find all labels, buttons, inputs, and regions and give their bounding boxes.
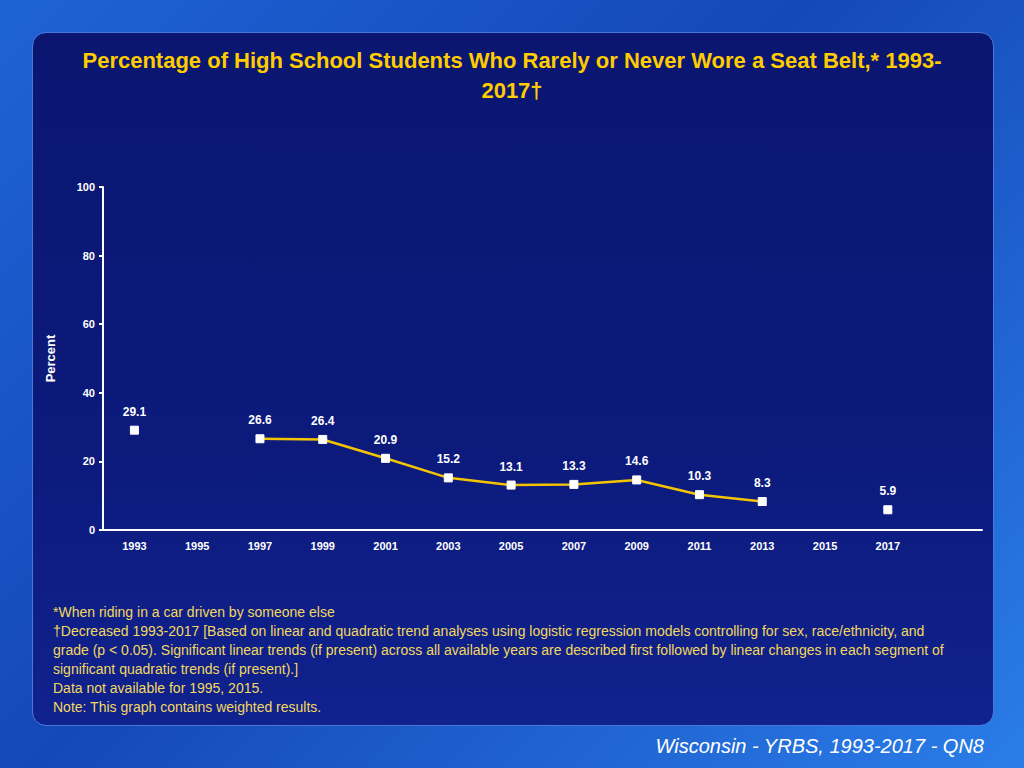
svg-text:15.2: 15.2 <box>437 452 461 466</box>
svg-text:2003: 2003 <box>436 540 460 552</box>
svg-text:20.9: 20.9 <box>374 433 398 447</box>
html-text:Wisconsin - YRBS, 1993-2017 -: Wisconsin - YRBS, 1993-2017 - QN8 <box>655 735 984 757</box>
svg-text:1997: 1997 <box>248 540 272 552</box>
svg-text:10.3: 10.3 <box>688 469 712 483</box>
svg-text:100: 100 <box>77 181 95 193</box>
svg-text:5.9: 5.9 <box>879 484 896 498</box>
svg-text:2001: 2001 <box>373 540 397 552</box>
svg-text:2017: 2017 <box>876 540 900 552</box>
svg-text:13.1: 13.1 <box>499 460 523 474</box>
svg-text:1993: 1993 <box>122 540 146 552</box>
svg-text:26.4: 26.4 <box>311 414 335 428</box>
svg-text:2009: 2009 <box>624 540 648 552</box>
svg-text:14.6: 14.6 <box>625 454 649 468</box>
svg-text:2013: 2013 <box>750 540 774 552</box>
svg-text:26.6: 26.6 <box>248 413 272 427</box>
html-text:†Decreased 1993-2017 [Based on: †Decreased 1993-2017 [Based on linear an… <box>53 623 944 677</box>
svg-text:1999: 1999 <box>311 540 335 552</box>
html-text:Percentage of High School Stud: Percentage of High School Students Who R… <box>82 48 942 103</box>
svg-text:2015: 2015 <box>813 540 837 552</box>
svg-text:2005: 2005 <box>499 540 523 552</box>
html-text:*When riding in a car driven b: *When riding in a car driven by someone … <box>53 604 335 620</box>
svg-text:80: 80 <box>83 250 95 262</box>
svg-text:2007: 2007 <box>562 540 586 552</box>
svg-text:29.1: 29.1 <box>123 405 147 419</box>
svg-text:0: 0 <box>89 524 95 536</box>
svg-text:60: 60 <box>83 318 95 330</box>
svg-text:2011: 2011 <box>688 540 712 552</box>
svg-text:40: 40 <box>83 387 95 399</box>
svg-text:1995: 1995 <box>185 540 209 552</box>
html-text:Data not available for 1995, 2: Data not available for 1995, 2015. <box>53 680 264 696</box>
svg-text:13.3: 13.3 <box>562 459 586 473</box>
html-text:Note: This graph contains weig: Note: This graph contains weighted resul… <box>53 699 322 715</box>
svg-text:8.3: 8.3 <box>754 476 771 490</box>
svg-text:Percent: Percent <box>43 334 58 382</box>
svg-text:20: 20 <box>83 455 95 467</box>
